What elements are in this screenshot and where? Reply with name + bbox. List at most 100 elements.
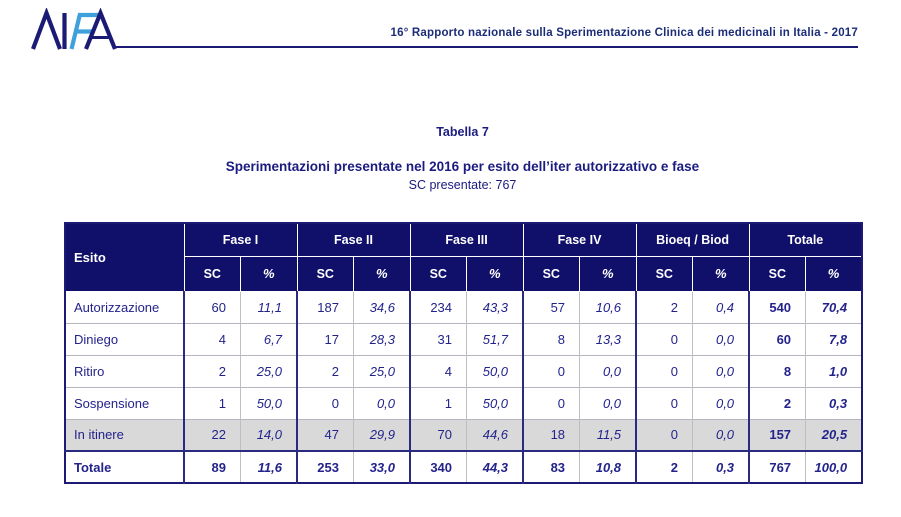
title-block: Tabella 7 Sperimentazioni presentate nel… xyxy=(65,125,860,192)
table-cell: 18 xyxy=(522,418,580,451)
table-cell: 89 xyxy=(183,450,241,483)
table-cell: 44,3 xyxy=(466,450,524,483)
table-cell: 57 xyxy=(522,291,580,323)
table-cell: 20,5 xyxy=(805,418,863,451)
row-label: Sospensione xyxy=(65,386,184,419)
subheader-sc: SC xyxy=(184,256,241,292)
subheader-pct: % xyxy=(692,256,750,292)
table-cell: 187 xyxy=(296,291,354,323)
table-cell: 2 xyxy=(635,291,693,323)
table-cell: 0,4 xyxy=(692,291,750,323)
table-cell: 1,0 xyxy=(805,354,863,387)
table-cell: 1 xyxy=(183,386,241,419)
table-row: Autorizzazione 60 11,1 187 34,6 234 43,3 57 10,6… xyxy=(65,291,863,323)
group-header-fase-2: Fase II xyxy=(296,223,411,257)
group-header-fase-1: Fase I xyxy=(183,223,298,257)
table-cell: 0 xyxy=(522,386,580,419)
table-cell: 2 xyxy=(183,354,241,387)
table-cell: 13,3 xyxy=(579,322,637,355)
table-cell: 340 xyxy=(409,450,467,483)
table-cell: 51,7 xyxy=(466,322,524,355)
column-header-esito: Esito xyxy=(65,223,185,292)
table-cell: 2 xyxy=(635,450,693,483)
table-cell: 1 xyxy=(409,386,467,419)
table-cell: 4 xyxy=(409,354,467,387)
table-cell: 0 xyxy=(296,386,354,419)
group-header-fase-3: Fase III xyxy=(409,223,524,257)
table-cell: 70,4 xyxy=(805,291,863,323)
table-cell: 767 xyxy=(748,450,806,483)
table-cell: 0,0 xyxy=(692,386,750,419)
table-subtitle: SC presentate: 767 xyxy=(408,178,517,192)
row-label: Diniego xyxy=(65,322,184,355)
table-cell: 0 xyxy=(635,386,693,419)
subheader-sc: SC xyxy=(296,256,354,292)
table-cell: 0 xyxy=(635,418,693,451)
table-cell: 28,3 xyxy=(353,322,411,355)
subheader-pct: % xyxy=(579,256,637,292)
table-cell: 8 xyxy=(748,354,806,387)
subheader-pct: % xyxy=(240,256,298,292)
table-cell: 10,8 xyxy=(579,450,637,483)
table-cell: 29,9 xyxy=(353,418,411,451)
table-cell: 234 xyxy=(409,291,467,323)
table-cell: 0,0 xyxy=(353,386,411,419)
table-cell: 0,0 xyxy=(692,418,750,451)
table-cell: 25,0 xyxy=(240,354,297,387)
table-cell: 11,1 xyxy=(240,291,297,323)
table-cell: 50,0 xyxy=(466,386,524,419)
aifa-logo-icon xyxy=(31,8,117,50)
table-cell: 50,0 xyxy=(466,354,524,387)
table-cell: 7,8 xyxy=(805,322,863,355)
subheader-sc: SC xyxy=(409,256,468,292)
row-label: Ritiro xyxy=(65,354,184,387)
table-row: Totale 89 11,6 253 33,0 340 44,3 83 10,8 2 0,3 767 1… xyxy=(65,450,863,483)
table-cell: 0,0 xyxy=(579,354,637,387)
subheader-pct: % xyxy=(353,256,411,292)
table-cell: 0,3 xyxy=(805,386,863,419)
page-header: 16° Rapporto nazionale sulla Sperimentaz… xyxy=(0,0,901,60)
table-cell: 540 xyxy=(748,291,806,323)
subheader-sc: SC xyxy=(748,256,807,292)
table-cell: 17 xyxy=(296,322,354,355)
table-cell: 100,0 xyxy=(805,450,863,483)
table-row: In itinere 22 14,0 47 29,9 70 44,6 18 11,5 0 0,0 15… xyxy=(65,418,863,451)
table-body: Autorizzazione 60 11,1 187 34,6 234 43,3 57 10,6… xyxy=(65,291,863,483)
table-cell: 157 xyxy=(748,418,806,451)
table-cell: 0 xyxy=(635,322,693,355)
subheader-pct: % xyxy=(805,256,863,292)
table-cell: 0,0 xyxy=(692,322,750,355)
table-cell: 22 xyxy=(183,418,241,451)
table-header: Esito Fase I Fase II Fase III Fase IV Bi… xyxy=(65,223,863,292)
group-header-bioeq-biod: Bioeq / Biod xyxy=(635,223,750,257)
table-cell: 0,0 xyxy=(692,354,750,387)
header-divider xyxy=(113,46,858,48)
table-cell: 14,0 xyxy=(240,418,297,451)
subheader-sc: SC xyxy=(635,256,694,292)
table-cell: 50,0 xyxy=(240,386,297,419)
table-title: Sperimentazioni presentate nel 2016 per … xyxy=(225,159,700,174)
table-row: Sospensione 1 50,0 0 0,0 1 50,0 0 0,0 0 0,0 2 0,3 xyxy=(65,386,863,419)
group-header-fase-4: Fase IV xyxy=(522,223,637,257)
table-cell: 43,3 xyxy=(466,291,524,323)
subheader-pct: % xyxy=(466,256,524,292)
table-cell: 34,6 xyxy=(353,291,411,323)
table-caption: Tabella 7 xyxy=(436,125,489,139)
table-cell: 60 xyxy=(183,291,241,323)
table-cell: 25,0 xyxy=(353,354,411,387)
table-cell: 8 xyxy=(522,322,580,355)
table-cell: 2 xyxy=(748,386,806,419)
table-cell: 83 xyxy=(522,450,580,483)
table-cell: 33,0 xyxy=(353,450,411,483)
table-cell: 70 xyxy=(409,418,467,451)
table-cell: 0 xyxy=(635,354,693,387)
table-cell: 4 xyxy=(183,322,241,355)
table-cell: 2 xyxy=(296,354,354,387)
table-cell: 10,6 xyxy=(579,291,637,323)
table-row: Diniego 4 6,7 17 28,3 31 51,7 8 13,3 0 0,0 60 7,8 xyxy=(65,322,863,355)
table-cell: 253 xyxy=(296,450,354,483)
table-cell: 47 xyxy=(296,418,354,451)
table-row: Ritiro 2 25,0 2 25,0 4 50,0 0 0,0 0 0,0 8 1,0 xyxy=(65,354,863,387)
table-cell: 44,6 xyxy=(466,418,524,451)
row-label: Autorizzazione xyxy=(74,299,160,315)
